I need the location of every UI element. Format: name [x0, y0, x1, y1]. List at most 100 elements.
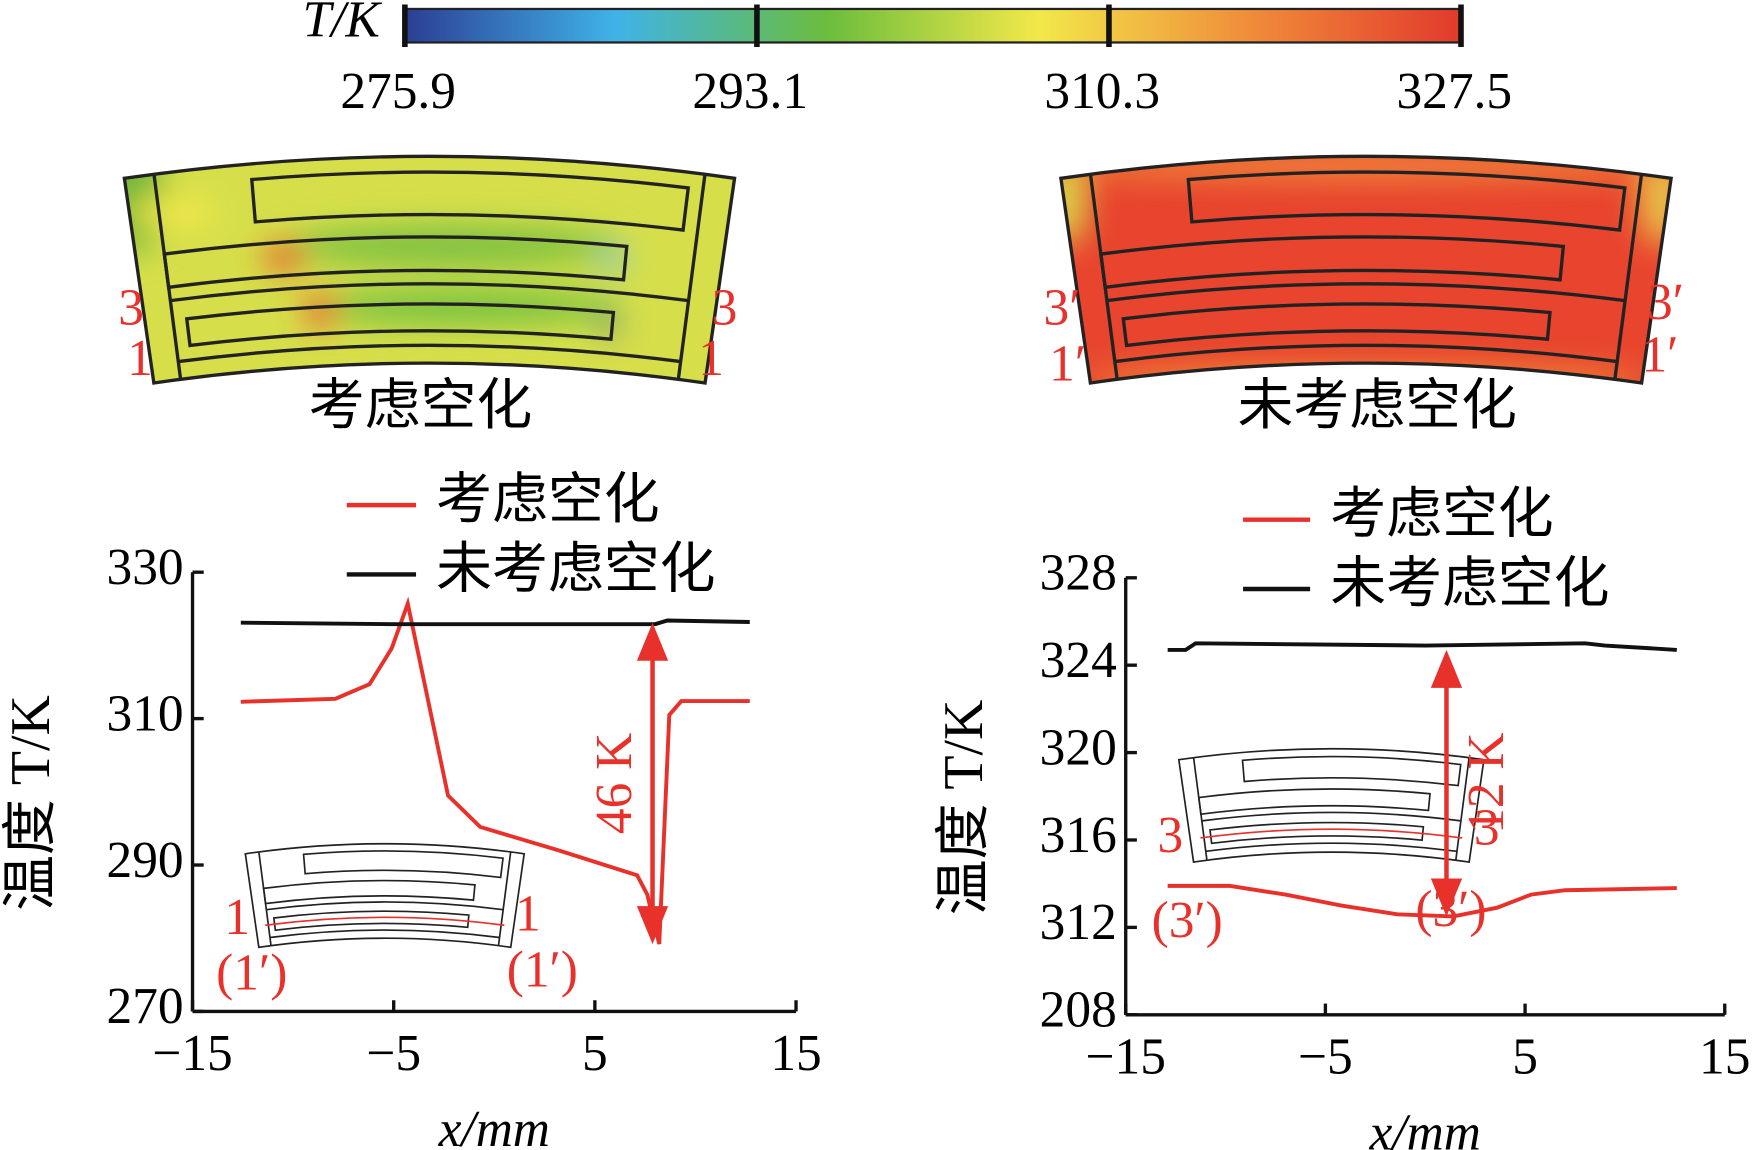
slot-edge	[1613, 174, 1644, 380]
probe-path	[265, 916, 505, 927]
heat-blob	[306, 291, 620, 323]
slot	[162, 235, 629, 290]
y-tick-label: 316	[1040, 807, 1117, 864]
x-axis-label: x/mm	[1369, 1105, 1481, 1150]
x-tick-label: 5	[1512, 1029, 1538, 1086]
outline	[1059, 154, 1673, 385]
heat-blob	[264, 243, 305, 271]
series-line	[240, 596, 750, 945]
legend-label: 未考虑空化	[436, 538, 715, 600]
y-tick-label: 324	[1040, 632, 1117, 689]
colorbar	[403, 7, 1463, 44]
series-line	[1167, 641, 1677, 652]
slot	[272, 910, 470, 932]
heat-blob	[305, 295, 337, 327]
slot	[1186, 170, 1627, 232]
slot-line	[1106, 282, 1626, 303]
heat-blob	[1639, 156, 1672, 246]
slot-line	[266, 901, 504, 911]
y-tick-label: 328	[1040, 545, 1117, 602]
slot-line	[269, 929, 500, 939]
colorbar-tick-label: 275.9	[340, 63, 456, 120]
inset-label: 1	[224, 889, 250, 946]
slot	[1209, 821, 1425, 845]
x-axis-label: x/mm	[438, 1101, 550, 1150]
inset-label: (1′)	[507, 941, 578, 998]
y-axis-label: 温度 T/K	[933, 700, 995, 916]
slot-line	[1205, 842, 1458, 853]
slot	[1197, 788, 1431, 816]
rotor-diagram	[1177, 747, 1485, 863]
rotor-diagram	[122, 154, 737, 385]
slot-edge	[258, 851, 272, 946]
y-tick-label: 310	[107, 685, 184, 742]
heat-map	[1060, 156, 1672, 383]
x-tick-label: 15	[1699, 1029, 1750, 1086]
y-tick-label: 330	[107, 539, 184, 596]
colorbar-tick-label: 327.5	[1396, 63, 1512, 120]
heat-base	[1060, 156, 1672, 383]
arrow-head	[636, 622, 669, 661]
y-tick-label: 270	[107, 978, 184, 1035]
diagram-label: 1	[698, 330, 724, 387]
heat-map	[124, 156, 735, 383]
outline	[122, 154, 737, 385]
series-line	[1167, 883, 1677, 919]
x-tick-label: 15	[770, 1025, 821, 1082]
slot-line	[1201, 811, 1462, 822]
slot	[1241, 755, 1462, 787]
slot	[262, 879, 476, 905]
outline	[244, 843, 526, 949]
diagram-caption: 未考虑空化	[1238, 375, 1517, 437]
heat-blob	[127, 196, 218, 228]
inset-label: (3′)	[1152, 892, 1223, 949]
slot	[1098, 235, 1566, 290]
inset-label: (1′)	[216, 945, 287, 1002]
slot-line	[1114, 343, 1618, 364]
y-axis-label: 温度 T/K	[0, 695, 62, 911]
colorbar-tick-label: 293.1	[692, 63, 808, 120]
diagram-label: 3′	[1044, 280, 1081, 337]
diagram-label: 1	[127, 330, 153, 387]
diagram-label: 3	[118, 280, 144, 337]
colorbar-title: T/K	[303, 0, 383, 48]
slot	[184, 302, 616, 348]
colorbar-tick-label: 310.3	[1044, 63, 1160, 120]
x-tick-label: −15	[152, 1025, 232, 1082]
y-tick-label: 290	[107, 832, 184, 889]
annotation: 12 K	[1458, 732, 1515, 833]
legend-label: 考虑空化	[436, 469, 659, 531]
inset-label: 3	[1474, 799, 1500, 856]
slot	[302, 850, 504, 879]
heat-blob	[600, 248, 628, 271]
slot-edge	[497, 851, 512, 946]
arrow-head	[636, 906, 669, 945]
slot-edge	[1454, 757, 1470, 861]
y-tick-label: 320	[1040, 719, 1117, 776]
series-line	[240, 618, 750, 627]
slot-line	[170, 282, 689, 303]
inset-label: 1	[515, 885, 541, 942]
x-tick-label: −5	[366, 1025, 421, 1082]
x-tick-label: 5	[582, 1025, 608, 1082]
legend-label: 未考虑空化	[1330, 553, 1609, 615]
diagram-label: 3	[712, 280, 738, 337]
slot-edge	[1088, 174, 1119, 380]
slot	[1121, 302, 1552, 348]
arrow-head	[1430, 649, 1463, 688]
legend-label: 考虑空化	[1330, 484, 1553, 546]
slot-edge	[676, 174, 707, 380]
annotation: 46 K	[586, 733, 643, 834]
x-tick-label: −5	[1298, 1029, 1353, 1086]
slot	[249, 170, 691, 232]
probe-path	[1200, 828, 1463, 839]
inset-label: 3	[1158, 807, 1184, 864]
rotor-diagram	[1059, 154, 1673, 385]
heat-blob	[284, 225, 620, 266]
diagram-label: 1′	[1641, 327, 1678, 384]
slot-edge	[152, 174, 183, 380]
heat-base	[124, 156, 735, 383]
diagram-label: 3′	[1647, 274, 1684, 331]
inset-label: (3′)	[1415, 881, 1486, 938]
